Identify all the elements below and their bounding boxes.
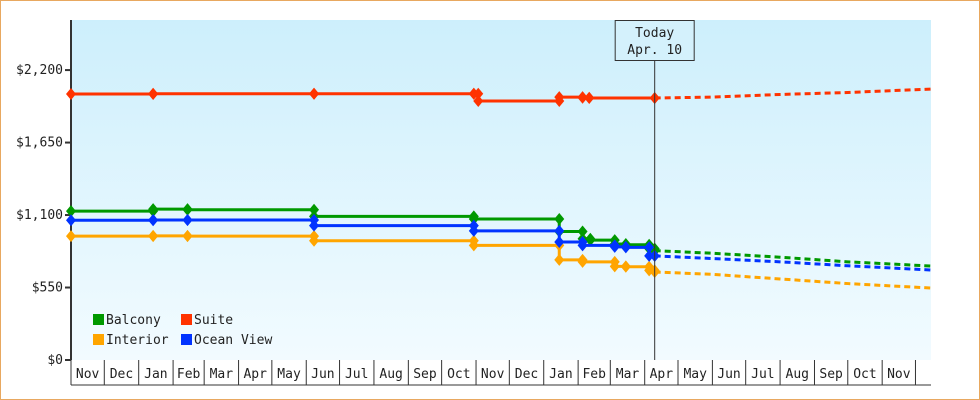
ocean-view-data-point [620,241,631,254]
interior-data-point [554,253,565,266]
series-lines [66,87,932,290]
legend-swatch [93,334,104,345]
legend-label: Suite [194,313,233,328]
ocean-view-data-point [309,219,320,232]
balcony-data-point [148,203,159,216]
balcony-data-point [585,234,596,247]
today-date-label: Apr. 10 [627,43,682,58]
legend-label: Balcony [106,313,161,328]
balcony-data-point [468,212,479,225]
suite-data-point [473,87,484,100]
legend-swatch [181,314,192,325]
legend-label: Interior [106,333,169,348]
y-tick-label: $1,650 [16,136,63,151]
interior-data-point [577,255,588,268]
ocean-view-data-point [66,214,76,227]
x-tick-label: Oct [447,367,470,382]
ocean-view-data-point [554,236,565,249]
x-tick-label: Nov [481,367,505,382]
interior-data-point [468,239,479,252]
ocean-view-data-point [554,224,565,237]
suite-data-point [554,91,565,104]
x-tick-label: Nov [76,367,100,382]
x-tick-label: Feb [177,367,201,382]
x-tick-label: May [277,367,301,382]
x-tick-label: Dec [110,367,133,382]
suite-data-point [473,95,484,108]
ocean-view-data-point [609,240,620,253]
interior-data-point [609,260,620,273]
x-tick-label: Oct [853,367,876,382]
y-tick-label: $1,100 [16,208,63,223]
x-tick-label: Nov [887,367,911,382]
ocean-view-data-point [148,214,159,227]
x-tick-label: Mar [210,367,234,382]
x-tick-label: Sep [819,367,843,382]
ocean-view-data-point [644,241,655,254]
ocean-view-data-point [644,249,655,262]
today-marker: Today Apr. 10 [614,20,695,360]
today-label: Today [635,26,674,41]
y-axis: $0 $550 $1,100 $1,650 $2,200 [16,20,72,368]
y-tick-label: $0 [47,353,63,368]
legend-swatch [93,314,104,325]
interior-data-point [66,230,76,243]
x-tick-label: Jul [345,367,368,382]
y-tick-label: $550 [32,281,63,296]
x-tick-label: Apr [243,367,267,382]
x-axis: Nov Dec Jan Feb Mar Apr May Jun Jul Aug Sep Oct Nov D… [70,360,931,386]
x-tick-label: Jun [311,367,334,382]
ocean-view-data-point [577,239,588,252]
balcony-data-point [182,203,193,216]
interior-data-point [309,234,320,247]
ocean-view-forecast-line [654,254,932,272]
balcony-data-point [554,212,565,225]
suite-data-point [148,87,159,100]
suite-data-point [584,92,595,105]
balcony-data-point [577,225,588,238]
ocean-view-data-point [468,224,479,237]
y-tick-label: $2,200 [16,63,63,78]
suite-forecast-line [654,87,932,100]
interior-data-point [182,230,193,243]
balcony-data-point [66,205,76,218]
suite-data-point [309,87,320,100]
x-tick-label: Apr [650,367,674,382]
plot-area [71,20,931,360]
legend: Balcony Suite Interior Ocean View [93,313,272,348]
x-tick-label: Sep [413,367,437,382]
x-tick-label: Aug [786,367,809,382]
x-tick-label: Dec [515,367,538,382]
x-tick-label: Aug [379,367,402,382]
interior-data-point [148,229,159,242]
x-tick-label: Jan [549,367,572,382]
legend-label: Ocean View [194,333,272,348]
interior-data-point [620,260,631,273]
ocean-view-data-point [182,214,193,227]
x-tick-label: Jan [144,367,167,382]
x-tick-label: Jun [717,367,740,382]
suite-data-point [577,91,588,104]
x-tick-label: Mar [616,367,640,382]
balcony-forecast-line [654,249,932,268]
balcony-data-point [309,203,320,216]
interior-forecast-line [654,270,932,290]
legend-swatch [181,334,192,345]
x-tick-label: Jul [751,367,774,382]
suite-data-point [66,88,76,101]
x-tick-label: May [683,367,707,382]
today-label-box [614,20,695,61]
x-tick-label: Feb [582,367,606,382]
